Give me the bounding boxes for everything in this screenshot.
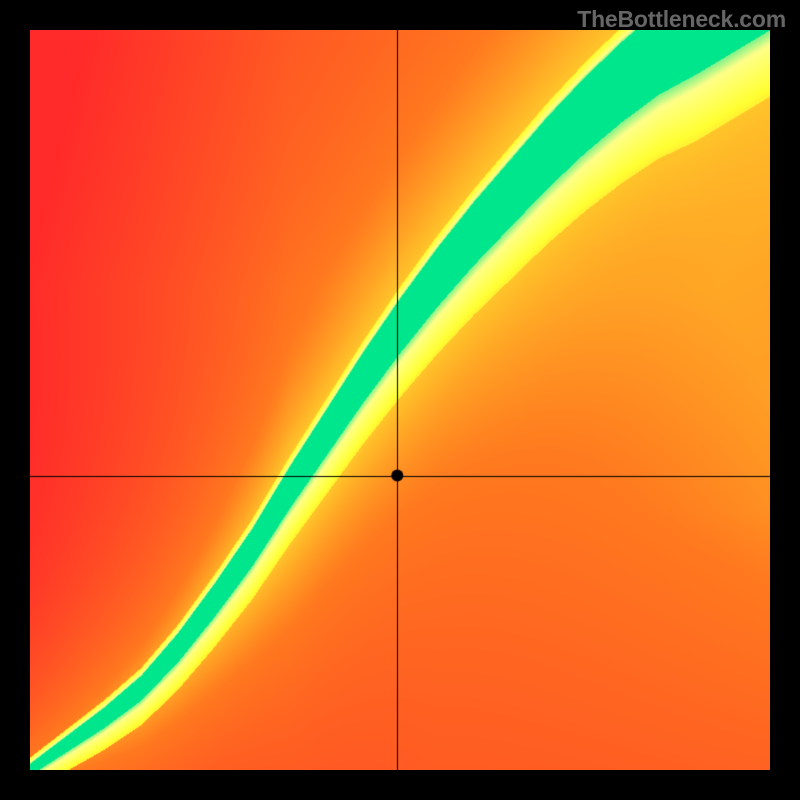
chart-container: TheBottleneck.com (0, 0, 800, 800)
watermark-text: TheBottleneck.com (577, 6, 786, 33)
heatmap-canvas (30, 30, 770, 770)
